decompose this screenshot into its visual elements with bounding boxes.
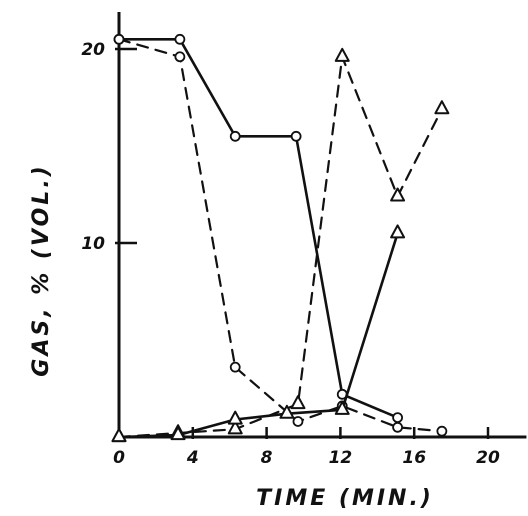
data-point [229,130,241,142]
series-4 [111,224,406,443]
series-3 [111,47,450,443]
data-point [290,130,302,142]
data-point [392,412,403,424]
data-point [170,426,186,441]
x-tick-label: 8 [261,448,273,468]
series-line-4 [117,232,399,439]
data-point [390,187,406,202]
data-point [436,425,448,437]
data-point [292,416,304,427]
data-point [290,395,306,410]
axes [115,12,527,439]
x-tick-label: 12 [329,448,353,468]
x-tick-label: 20 [476,448,500,468]
y-tick-label: 10 [81,234,105,254]
series-layer [111,33,450,443]
data-point [279,404,295,419]
data-point [334,47,350,62]
series-1 [113,33,403,424]
data-point [174,51,186,63]
data-point [434,100,450,115]
y-tick-label: 20 [81,40,105,60]
data-point [390,224,406,239]
x-tick-label: 4 [186,448,199,468]
data-point [113,33,125,45]
data-point [227,420,243,435]
x-tick-label: 0 [113,448,125,468]
x-tick-label: 16 [402,448,426,468]
data-point [111,428,127,443]
y-axis-label: GAS, % (VOL.) [29,163,54,376]
data-point [174,33,186,45]
data-point [334,400,350,415]
data-point [227,410,243,425]
x-axis-label: TIME (MIN.) [256,486,434,511]
tick-labels: 0 4 8 12 16 20 10 20 [81,40,500,468]
data-point [392,421,403,433]
data-point [229,361,241,373]
series-line-1 [117,37,399,419]
